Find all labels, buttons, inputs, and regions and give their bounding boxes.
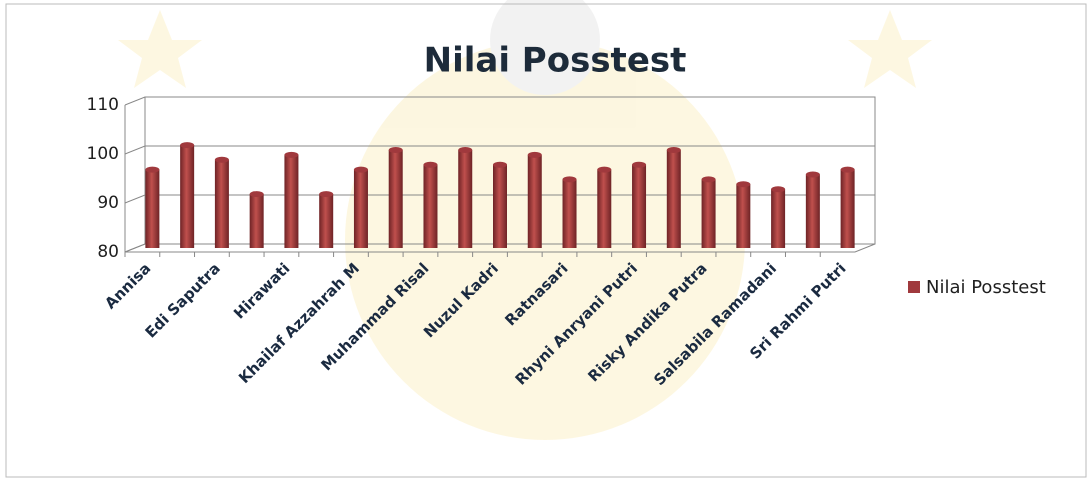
y-tick-label: 90	[97, 193, 119, 213]
bar	[319, 194, 333, 248]
bar-top	[736, 181, 750, 187]
bar-top	[319, 191, 333, 197]
bar-top	[528, 152, 542, 158]
bar	[180, 145, 194, 248]
bar	[528, 155, 542, 248]
bar	[215, 160, 229, 248]
bar-top	[284, 152, 298, 158]
y-tick-label: 100	[87, 144, 119, 164]
bar-top	[145, 167, 159, 173]
bar	[632, 165, 646, 248]
bar	[563, 179, 577, 248]
bar	[597, 170, 611, 248]
bar-top	[180, 142, 194, 148]
bar-top	[389, 147, 403, 153]
bar	[493, 165, 507, 248]
bar	[736, 184, 750, 248]
bar-top	[250, 191, 264, 197]
bar-top	[423, 162, 437, 168]
bar	[284, 155, 298, 248]
bar	[771, 189, 785, 248]
legend-label: Nilai Posstest	[926, 277, 1046, 298]
bar-top	[215, 157, 229, 163]
bar-top	[771, 186, 785, 192]
bar	[423, 165, 437, 248]
chart-title: Nilai Posstest	[424, 41, 687, 81]
bar-top	[702, 176, 716, 182]
bar-top	[354, 167, 368, 173]
bar-top	[597, 167, 611, 173]
bar-top	[806, 172, 820, 178]
bar-top	[563, 176, 577, 182]
bar	[458, 150, 472, 248]
bar	[145, 170, 159, 248]
bar	[354, 170, 368, 248]
bar	[250, 194, 264, 248]
bar-top	[841, 167, 855, 173]
bar-top	[632, 162, 646, 168]
bar	[702, 179, 716, 248]
bar	[389, 150, 403, 248]
bar	[667, 150, 681, 248]
bar-top	[458, 147, 472, 153]
chart: Nilai Posstest 8090100110AnnisaEdi Saput…	[0, 0, 1090, 481]
legend-swatch	[908, 281, 920, 293]
bar	[806, 175, 820, 249]
bar	[841, 170, 855, 248]
y-tick-label: 80	[97, 242, 119, 262]
y-tick-label: 110	[87, 95, 119, 115]
bar-top	[493, 162, 507, 168]
bar-top	[667, 147, 681, 153]
